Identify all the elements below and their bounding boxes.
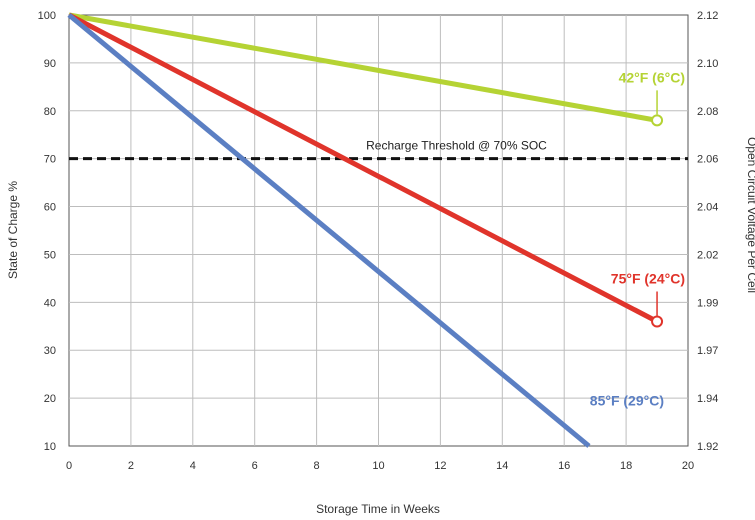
x-tick-label: 8	[314, 460, 320, 472]
x-tick-label: 14	[496, 460, 508, 472]
y-tick-label: 100	[38, 10, 56, 22]
y-right-tick-label: 1.92	[697, 441, 718, 453]
y-right-axis-title: Open Circuit Voltage Per Cell	[745, 137, 755, 293]
y-right-tick-label: 1.94	[697, 393, 718, 405]
x-tick-label: 0	[66, 460, 72, 472]
y-tick-label: 70	[44, 154, 56, 166]
y-tick-label: 40	[44, 297, 56, 309]
x-tick-label: 2	[128, 460, 134, 472]
y-tick-label: 50	[44, 249, 56, 261]
series-line	[67, 13, 591, 448]
y-tick-label: 60	[44, 202, 56, 214]
series-end-marker	[651, 114, 664, 127]
series-label: 75°F (24°C)	[611, 270, 685, 286]
x-tick-label: 10	[372, 460, 384, 472]
y-tick-label: 90	[44, 58, 56, 70]
x-tick-label: 16	[558, 460, 570, 472]
y-tick-label: 30	[44, 345, 56, 357]
y-right-tick-label: 1.99	[697, 297, 718, 309]
x-tick-label: 20	[682, 460, 694, 472]
x-tick-label: 4	[190, 460, 196, 472]
y-right-tick-label: 2.08	[697, 106, 718, 118]
y-right-tick-label: 2.02	[697, 249, 718, 261]
x-tick-label: 6	[252, 460, 258, 472]
y-right-tick-label: 1.97	[697, 345, 718, 357]
y-right-tick-label: 2.06	[697, 154, 718, 166]
series-end-marker	[651, 315, 664, 328]
series-line	[68, 12, 658, 123]
y-tick-label: 20	[44, 393, 56, 405]
threshold-line-group: Recharge Threshold @ 70% SOC	[69, 139, 688, 161]
x-axis-title: Storage Time in Weeks	[316, 502, 440, 516]
y-right-tick-label: 2.10	[697, 58, 718, 70]
y-tick-label: 10	[44, 441, 56, 453]
tick-labels: 0 2 4 6 8 10 12 14 16 18 20 10 20 30 40 50 60 70 80 90 100 1.…	[38, 10, 719, 472]
series-label: 42°F (6°C)	[619, 69, 685, 85]
x-tick-label: 12	[434, 460, 446, 472]
y-right-tick-label: 2.04	[697, 202, 718, 214]
y-right-tick-label: 2.12	[697, 10, 718, 22]
series-group: 42°F (6°C) 75°F (24°C) 85°F (29°C)	[67, 12, 685, 448]
y-tick-label: 80	[44, 106, 56, 118]
y-axis-title: State of Charge %	[6, 181, 20, 279]
series-line	[67, 12, 659, 324]
threshold-label: Recharge Threshold @ 70% SOC	[366, 139, 547, 153]
series-label: 85°F (29°C)	[590, 392, 664, 408]
x-tick-label: 18	[620, 460, 632, 472]
